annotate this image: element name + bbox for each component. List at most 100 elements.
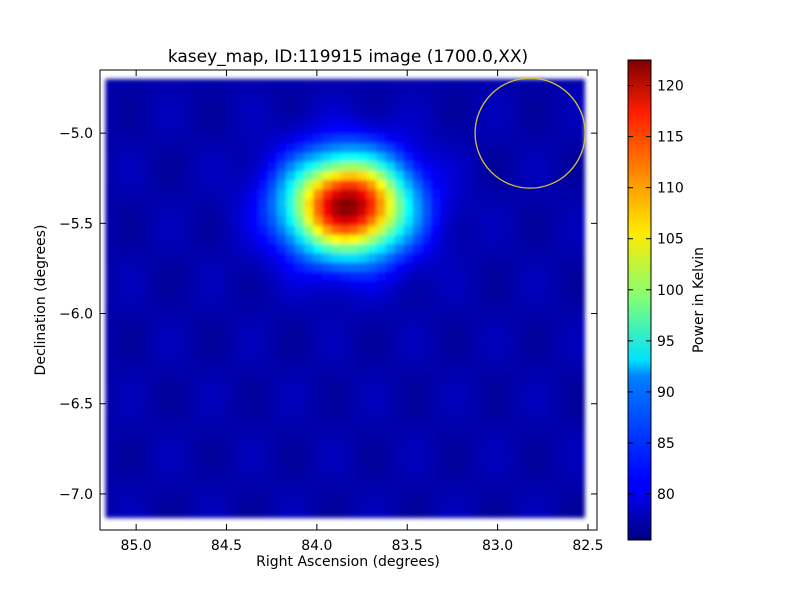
heatmap-cell [358,142,369,153]
heatmap-cell [521,389,531,400]
heatmap-cell [195,115,206,126]
heatmap-cell [484,261,495,272]
heatmap-cell [575,352,585,363]
heatmap-cell [204,407,215,418]
heatmap-cell [322,426,332,436]
heatmap-cell [512,416,522,427]
heatmap-cell [168,106,179,117]
heatmap-cell [548,416,558,427]
heatmap-cell [367,444,378,455]
heatmap-cell [195,508,206,518]
heatmap-cell [358,499,369,509]
heatmap-cell [340,371,351,381]
heatmap-cell [204,444,215,455]
heatmap-cell [557,216,567,226]
heatmap-cell [412,380,423,391]
heatmap-cell [250,279,260,290]
heatmap-cell [150,416,161,427]
heatmap-cell [286,444,296,455]
heatmap-cell [159,197,170,208]
heatmap-cell [530,480,540,491]
heatmap-cell [277,197,287,208]
heatmap-cell [331,170,341,181]
heatmap-cell [177,371,188,381]
heatmap-cell [412,142,423,153]
heatmap-cell [557,453,567,464]
heatmap-cell [331,206,341,217]
heatmap-cell [403,115,414,126]
heatmap-cell [286,206,296,217]
heatmap-cell [503,279,513,290]
heatmap-cell [114,170,125,181]
heatmap-cell [367,88,378,98]
heatmap-cell [376,435,387,445]
heatmap-cell [286,489,296,500]
heatmap-cell [412,243,423,254]
heatmap-cell [150,88,161,98]
heatmap-cell [530,462,540,473]
heatmap-cell [403,179,414,190]
heatmap-cell [340,316,351,327]
heatmap-cell [231,206,242,217]
heatmap-cell [123,371,134,381]
heatmap-cell [448,380,459,391]
heatmap-cell [557,225,567,235]
heatmap-cell [521,508,531,518]
heatmap-cell [484,371,495,381]
heatmap-cell [394,453,405,464]
heatmap-cell [421,170,432,181]
heatmap-cell [123,161,134,171]
heatmap-cell [548,243,558,254]
heatmap-cell [448,216,459,226]
heatmap-cell [376,188,387,199]
heatmap-cell [268,298,278,308]
heatmap-cell [430,389,441,400]
heatmap-cell [503,188,513,199]
heatmap-cell [222,279,233,290]
heatmap-cell [213,371,224,381]
heatmap-cell [150,407,161,418]
heatmap-cell [277,206,287,217]
heatmap-cell [231,325,242,336]
heatmap-cell [141,416,152,427]
heatmap-cell [231,142,242,153]
heatmap-cell [439,325,450,336]
heatmap-cell [331,243,341,254]
heatmap-cell [575,161,585,171]
heatmap-cell [493,343,504,354]
heatmap-cell [168,279,179,290]
heatmap-cell [123,471,134,482]
heatmap-cell [412,489,423,500]
heatmap-cell [439,152,450,162]
heatmap-cell [141,270,152,281]
heatmap-cell [105,179,116,190]
heatmap-cell [530,170,540,181]
heatmap-cell [159,97,170,108]
heatmap-cell [159,243,170,254]
heatmap-cell [123,88,134,98]
heatmap-cell [466,471,477,482]
heatmap-cell [548,170,558,181]
heatmap-cell [412,188,423,199]
heatmap-cell [566,270,576,281]
heatmap-cell [430,307,441,318]
heatmap-cell [412,161,423,171]
heatmap-cell [132,179,143,190]
heatmap-cell [186,407,197,418]
heatmap-cell [132,216,143,226]
heatmap-cell [430,197,441,208]
heatmap-cell [530,444,540,455]
heatmap-cell [367,197,378,208]
heatmap-cell [186,115,197,126]
heatmap-cell [222,343,233,354]
heatmap-cell [394,371,405,381]
heatmap-cell [186,225,197,235]
heatmap-cell [557,416,567,427]
heatmap-cell [195,206,206,217]
heatmap-cell [114,407,125,418]
heatmap-cell [412,325,423,336]
heatmap-cell [286,225,296,235]
heatmap-cell [358,243,369,254]
heatmap-cell [503,106,513,117]
heatmap-cell [150,152,161,162]
